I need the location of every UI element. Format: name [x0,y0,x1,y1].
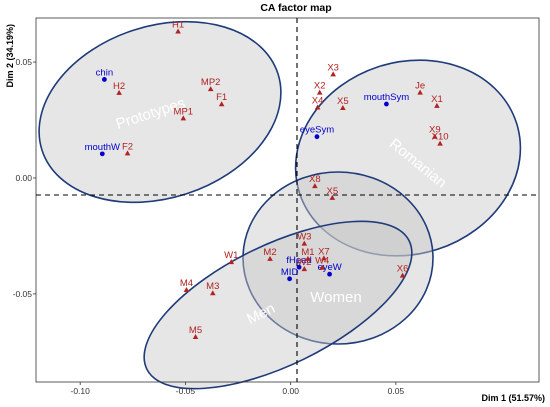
x-tick-label: -0.10 [71,386,91,396]
data-points: chin mouthW mouthSym eyeSym fHead eyeW MID H1 H2… [85,19,449,340]
point-label-x2: X2 [314,81,326,92]
point-mp1 [180,115,187,121]
point-m5 [192,334,199,340]
point-m1 [305,255,311,261]
point-x8 [312,183,318,189]
point-m2 [267,255,273,261]
point-x6 [399,272,406,278]
point-label-eyew: eyeW [317,262,341,273]
y-axis-label: Dim 2 (34.19%) [5,24,15,88]
point-w1 [228,259,235,265]
point-label-x5: X5 [337,96,349,107]
point-m3 [209,290,216,296]
point-label-mp1: MP1 [174,106,194,117]
point-f2 [124,150,131,156]
point-label-m5: M5 [189,325,202,336]
point-label-x1: X1 [431,94,443,105]
point-label-eyesym: eyeSym [300,125,334,136]
point-x7 [321,255,327,261]
point-mouthw [99,151,105,157]
point-label-x9: X9 [429,125,441,136]
point-w4 [319,264,326,270]
point-label-w3: W3 [297,232,311,243]
point-label-x7: X7 [318,246,330,257]
point-fhead [296,264,302,270]
point-label-w4: W4 [315,256,329,267]
ellipse-prototypes [38,20,282,204]
ellipse-romanian [294,59,522,257]
point-label-mouthsym: mouthSym [364,92,409,103]
point-label-x4: X4 [312,95,324,106]
point-label-h2: H2 [113,81,125,92]
point-label-m4: M4 [180,278,193,289]
point-x5 [340,104,346,110]
x-tick-label: -0.05 [176,386,196,396]
plot-frame [35,17,540,383]
y-tick-label: -0.05 [13,289,33,299]
point-m4 [183,286,190,292]
point-x2 [316,89,323,95]
x-tick-label: 0.00 [282,386,299,396]
point-label-chin: chin [96,67,113,78]
point-label-m2: M2 [263,247,276,258]
point-label-h1: H1 [172,19,184,30]
point-label-x5: X5 [327,186,339,197]
point-w2 [301,266,308,272]
y-tick-label: 0.00 [15,173,32,183]
point-x5 [329,194,336,200]
point-label-x6: X6 [397,264,409,275]
point-eyesym [314,134,320,140]
point-f1 [218,101,225,107]
ellipse-men [143,220,413,390]
x-axis-label: Dim 1 (51.57%) [481,393,545,403]
point-label-f1: F1 [216,92,227,103]
y-tick-label: 0.05 [15,57,32,67]
point-label-x10: X10 [432,132,449,143]
point-label-fhead: fHead [286,255,311,266]
chart-title: CA factor map [260,2,331,14]
point-chin [101,77,107,82]
point-x9 [432,133,438,139]
point-h1 [175,28,181,34]
axis-ticks: -0.10 -0.05 0.00 0.05 -0.05 0.00 0.05 [13,57,405,396]
point-label-m3: M3 [206,281,219,292]
point-label-f2: F2 [122,141,133,152]
point-mouthsym [384,101,389,107]
point-label-mouthw: mouthW [85,142,120,153]
point-mid [287,276,293,282]
point-mp2 [207,86,214,92]
point-h2 [116,89,122,95]
point-x1 [434,102,440,108]
point-label-je: Je [415,81,425,92]
point-label-m1: M1 [301,247,314,258]
point-je [417,89,423,95]
point-x4 [314,104,321,110]
point-label-mp2: MP2 [201,77,221,88]
point-label-w2: W2 [297,257,311,268]
point-eyew [327,271,332,277]
point-label-x3: X3 [327,62,339,73]
point-label-w1: W1 [224,250,238,261]
confidence-ellipses [38,20,522,390]
point-label-x8: X8 [309,174,321,185]
point-label-mid: MID [281,267,299,278]
point-w3 [301,240,308,246]
group-label-women: Women [310,289,361,306]
point-x3 [330,71,336,77]
x-tick-label: 0.05 [388,386,405,396]
point-x10 [437,140,443,146]
